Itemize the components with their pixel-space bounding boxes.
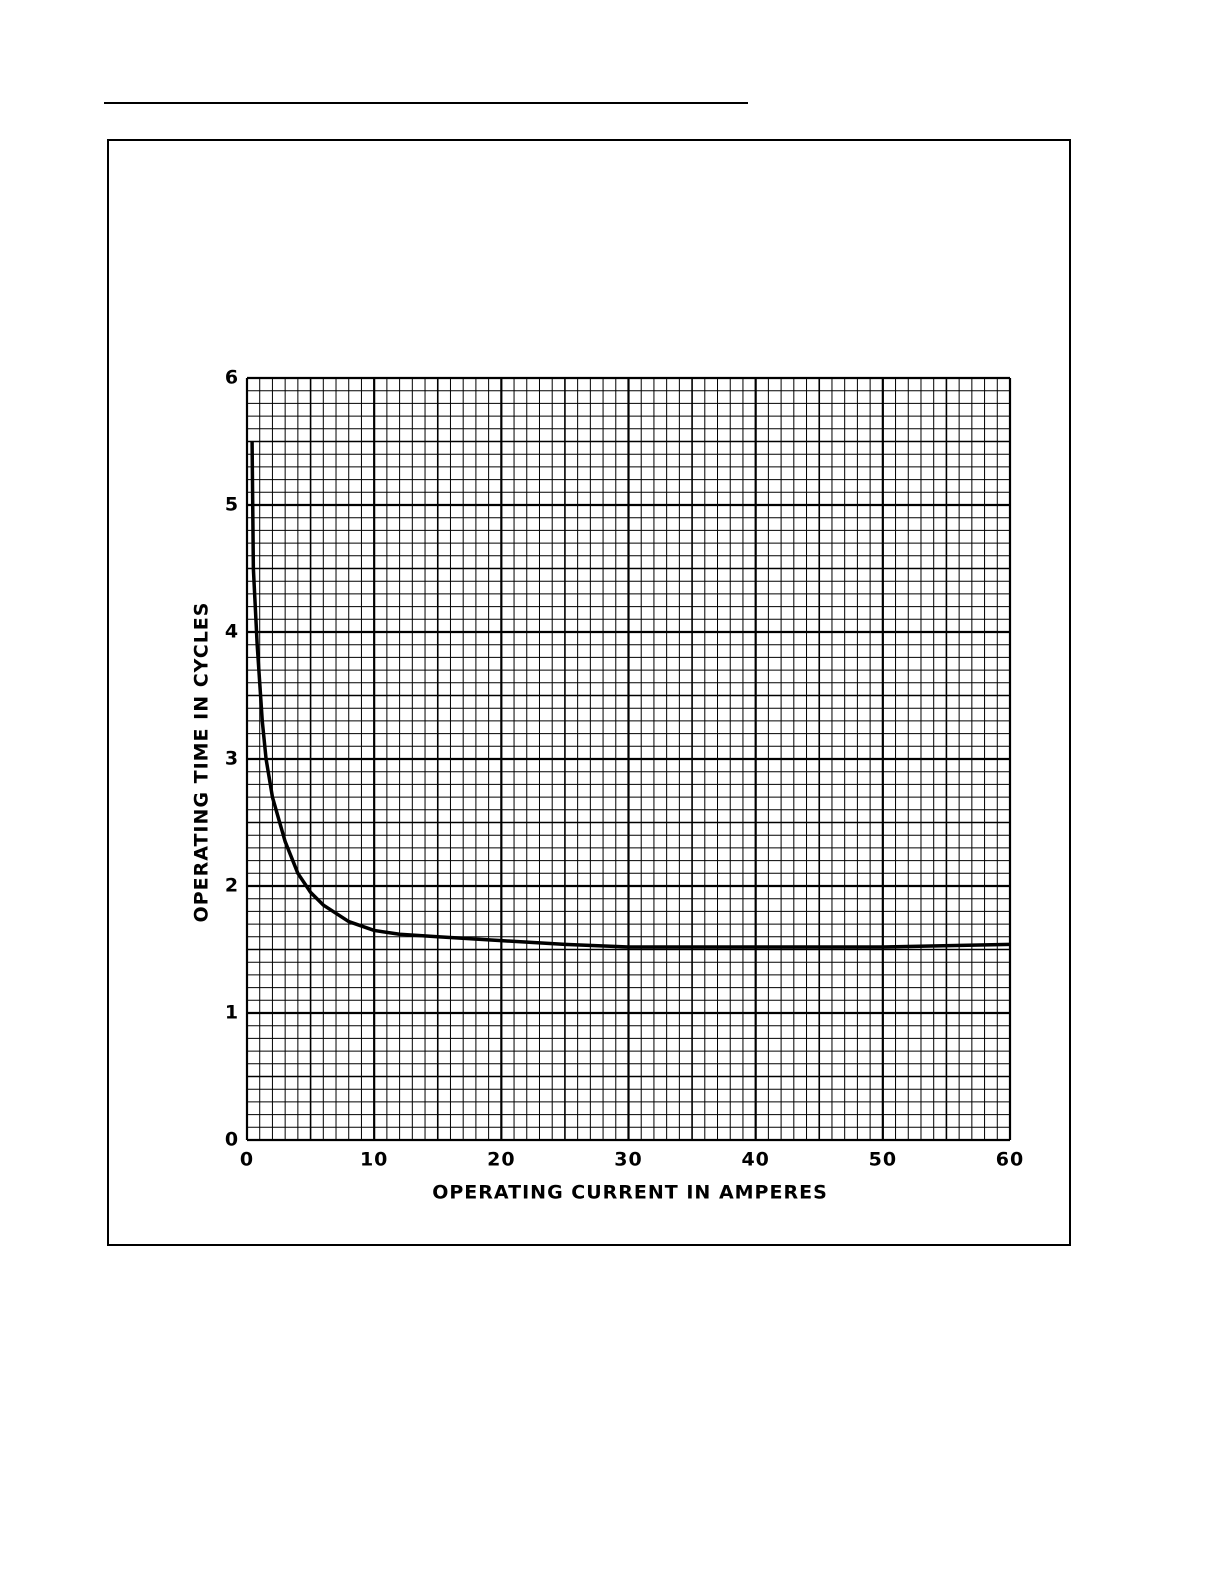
x-tick-label: 40	[741, 1149, 769, 1171]
y-tick-label: 1	[225, 1002, 239, 1024]
chart: 0 10 20 30 40 50 60 0 1 2 3 4 5 6	[225, 367, 1024, 1171]
x-tick-label: 60	[996, 1149, 1024, 1171]
x-tick-label: 50	[869, 1149, 897, 1171]
y-tick-label: 5	[225, 494, 239, 516]
curve	[250, 441, 1011, 949]
frame	[107, 139, 1071, 1246]
y-tick-label: 3	[225, 748, 239, 770]
x-tick-label: 30	[614, 1149, 642, 1171]
y-tick-label: 6	[225, 367, 239, 389]
y-tick-label: 0	[225, 1129, 239, 1151]
y-tick-label: 2	[225, 875, 239, 897]
y-tick-label: 4	[225, 621, 239, 643]
x-tick-label: 20	[487, 1149, 515, 1171]
y-axis-label: OPERATING TIME IN CYCLES	[191, 602, 213, 923]
x-tick-label: 0	[240, 1149, 254, 1171]
x-axis-label: OPERATING CURRENT IN AMPERES	[432, 1182, 828, 1204]
x-tick-label: 10	[360, 1149, 388, 1171]
